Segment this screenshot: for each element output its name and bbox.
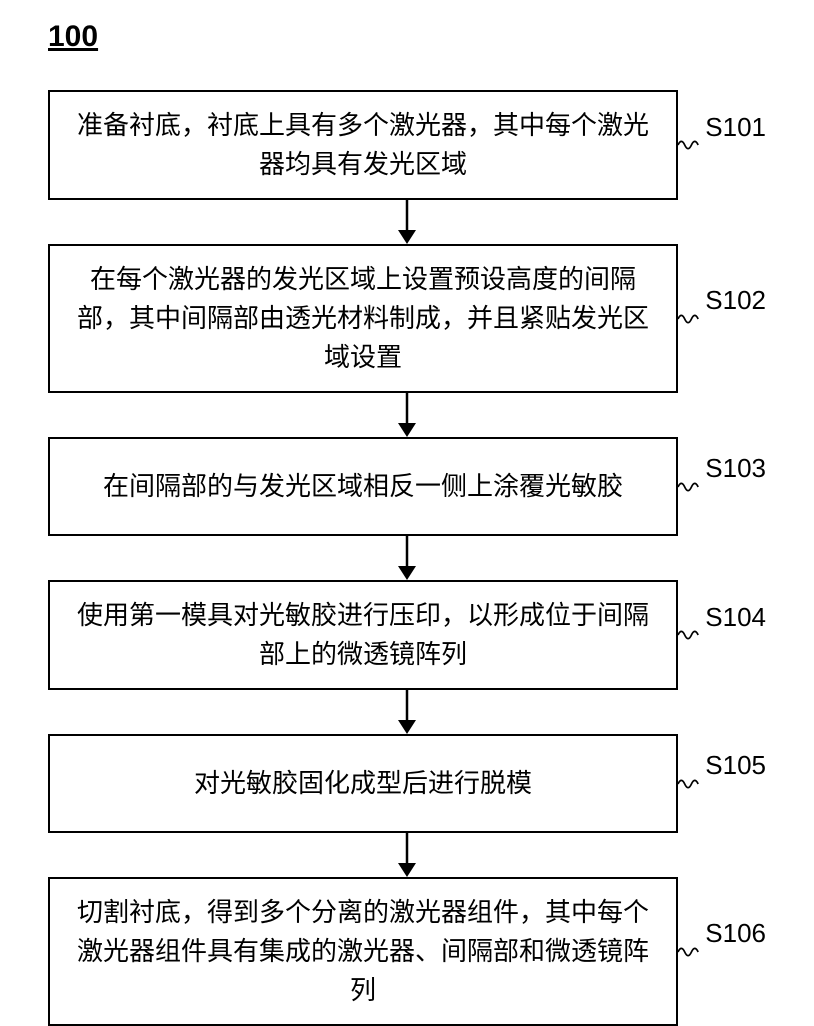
step-box: 准备衬底，衬底上具有多个激光器，其中每个激光器均具有发光区域 <box>48 90 678 200</box>
step-label: S104 <box>705 602 766 633</box>
squiggle-connector-icon <box>678 769 699 799</box>
label-cell: S104 <box>678 620 766 651</box>
step-label: S102 <box>705 285 766 316</box>
squiggle-connector-icon <box>678 304 699 334</box>
step-row: 在间隔部的与发光区域相反一侧上涂覆光敏胶 S103 <box>48 437 766 536</box>
step-row: 在每个激光器的发光区域上设置预设高度的间隔部，其中间隔部由透光材料制成，并且紧贴… <box>48 244 766 393</box>
step-box: 使用第一模具对光敏胶进行压印，以形成位于间隔部上的微透镜阵列 <box>48 580 678 690</box>
squiggle-connector-icon <box>678 620 699 650</box>
step-row: 使用第一模具对光敏胶进行压印，以形成位于间隔部上的微透镜阵列 S104 <box>48 580 766 690</box>
label-cell: S102 <box>678 303 766 334</box>
step-box: 切割衬底，得到多个分离的激光器组件，其中每个激光器组件具有集成的激光器、间隔部和… <box>48 877 678 1026</box>
step-row: 准备衬底，衬底上具有多个激光器，其中每个激光器均具有发光区域 S101 <box>48 90 766 200</box>
arrow-down-icon <box>92 833 722 877</box>
arrow-down-icon <box>92 200 722 244</box>
arrow-down-icon <box>92 690 722 734</box>
arrow-down-icon <box>92 536 722 580</box>
step-box: 在每个激光器的发光区域上设置预设高度的间隔部，其中间隔部由透光材料制成，并且紧贴… <box>48 244 678 393</box>
label-cell: S106 <box>678 936 766 967</box>
step-label: S106 <box>705 918 766 949</box>
flowchart: 准备衬底，衬底上具有多个激光器，其中每个激光器均具有发光区域 S101 在每个激… <box>48 90 766 1026</box>
step-label: S101 <box>705 112 766 143</box>
label-cell: S105 <box>678 768 766 799</box>
squiggle-connector-icon <box>678 472 699 502</box>
step-box: 对光敏胶固化成型后进行脱模 <box>48 734 678 833</box>
step-label: S105 <box>705 750 766 781</box>
step-row: 对光敏胶固化成型后进行脱模 S105 <box>48 734 766 833</box>
label-cell: S101 <box>678 130 766 161</box>
squiggle-connector-icon <box>678 130 699 160</box>
arrow-down-icon <box>92 393 722 437</box>
step-row: 切割衬底，得到多个分离的激光器组件，其中每个激光器组件具有集成的激光器、间隔部和… <box>48 877 766 1026</box>
figure-number: 100 <box>48 20 98 54</box>
squiggle-connector-icon <box>678 937 699 967</box>
step-box: 在间隔部的与发光区域相反一侧上涂覆光敏胶 <box>48 437 678 536</box>
step-label: S103 <box>705 453 766 484</box>
label-cell: S103 <box>678 471 766 502</box>
